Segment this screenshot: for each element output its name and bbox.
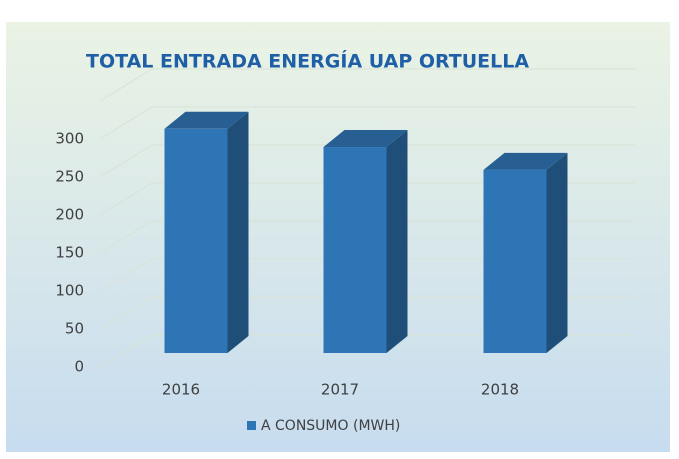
bar-side bbox=[546, 152, 568, 353]
bar-top bbox=[323, 130, 408, 148]
x-tick-label: 2016 bbox=[162, 381, 200, 399]
y-tick-label: 50 bbox=[65, 320, 84, 338]
legend-swatch bbox=[247, 421, 256, 430]
grid-line bbox=[99, 334, 635, 368]
x-tick-label: 2017 bbox=[321, 381, 359, 399]
x-tick-label: 2018 bbox=[481, 381, 519, 399]
bar-top bbox=[164, 111, 249, 129]
bar bbox=[483, 169, 547, 353]
y-tick-label: 100 bbox=[55, 282, 84, 300]
legend-label: A CONSUMO (MWH) bbox=[261, 418, 400, 434]
grid-line bbox=[99, 258, 635, 292]
grid-line bbox=[99, 182, 635, 216]
chart-title: TOTAL ENTRADA ENERGÍA UAP ORTUELLA bbox=[86, 50, 529, 73]
bar-side bbox=[386, 130, 408, 353]
grid-line bbox=[99, 296, 635, 330]
y-tick-label: 250 bbox=[55, 168, 84, 186]
grid-line bbox=[99, 68, 635, 102]
grid-line bbox=[99, 220, 635, 254]
y-tick-label: 200 bbox=[55, 206, 84, 224]
bar-side bbox=[227, 111, 249, 353]
grid-line bbox=[99, 106, 635, 140]
y-tick-label: 0 bbox=[74, 358, 84, 376]
bar bbox=[164, 128, 228, 353]
grid-line bbox=[99, 144, 635, 178]
y-tick-label: 150 bbox=[55, 244, 84, 262]
bar bbox=[323, 147, 387, 353]
y-tick-label: 300 bbox=[55, 130, 84, 148]
bar-top bbox=[483, 152, 568, 170]
